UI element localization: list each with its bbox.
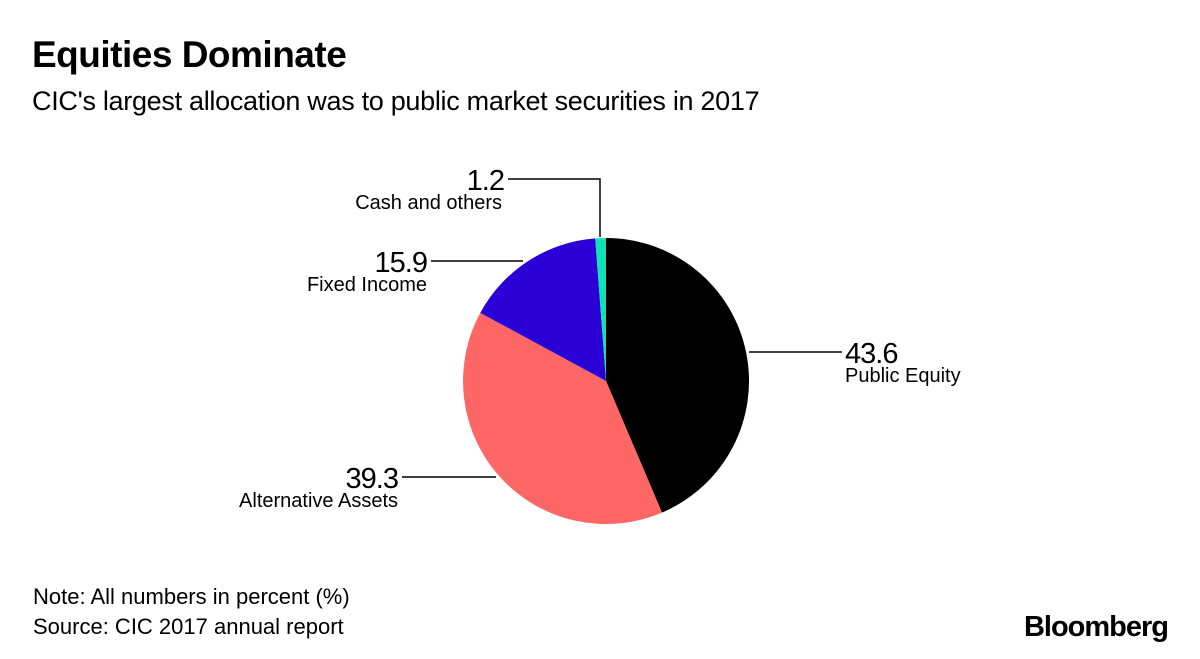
data-label-name-fixed-income: Fixed Income: [307, 274, 427, 296]
bloomberg-logo: Bloomberg: [1023, 611, 1169, 643]
footnote: Note: All numbers in percent (%): [33, 584, 350, 609]
data-label-value-cash-and-others: 1.2: [467, 165, 504, 197]
data-label-value-fixed-income: 15.9: [375, 247, 427, 279]
chart-subtitle: CIC's largest allocation was to public m…: [32, 86, 760, 116]
data-label-name-public-equity: Public Equity: [845, 365, 961, 387]
pie-slice-public-equity: [606, 238, 749, 513]
leader-line-cash-and-others: [508, 178, 601, 237]
data-label-value-public-equity: 43.6: [845, 338, 897, 370]
data-label-name-alternative-assets: Alternative Assets: [239, 490, 398, 512]
data-label-value-alternative-assets: 39.3: [346, 463, 398, 495]
pie-slice-alternative-assets: [463, 312, 662, 524]
chart-title: Equities Dominate: [32, 34, 347, 75]
data-label-name-cash-and-others: Cash and others: [355, 192, 502, 214]
source-note: Source: CIC 2017 annual report: [33, 614, 344, 639]
pie-slice-fixed-income: [480, 238, 606, 381]
pie-slice-cash-and-others: [595, 238, 606, 381]
